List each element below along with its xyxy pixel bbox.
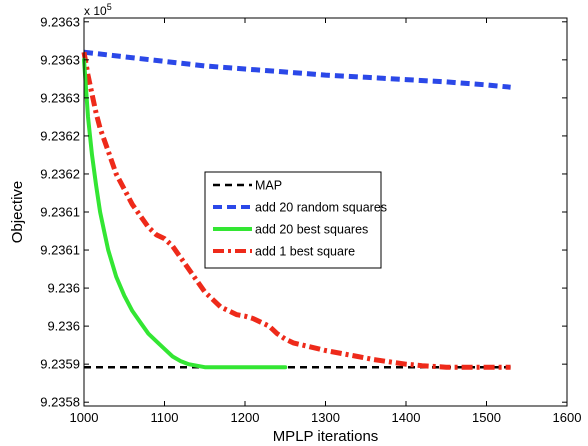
series-line-1 <box>83 49 511 90</box>
x-tick-label: 1100 <box>151 410 179 425</box>
y-tick-label: 9.2363 <box>40 90 80 105</box>
y-tick-label: 9.2361 <box>40 243 80 258</box>
x-axis-label: MPLP iterations <box>273 428 379 445</box>
y-tick-label: 9.236 <box>47 281 80 296</box>
y-tick-label: 9.2359 <box>40 357 80 372</box>
plot-lines <box>81 49 511 370</box>
legend-box <box>204 171 382 269</box>
y-tick-label: 9.2362 <box>40 166 80 181</box>
series-line-3 <box>81 51 511 370</box>
x-tick-label: 1400 <box>392 410 421 425</box>
y-axis-label: Objective <box>9 181 26 244</box>
legend-label-0: MAP <box>255 179 282 193</box>
x-tick-label: 1200 <box>231 410 260 425</box>
y-tick-label: 9.2358 <box>40 395 80 410</box>
x-tick-label: 1300 <box>311 410 340 425</box>
y-tick-label: 9.2361 <box>40 205 80 220</box>
y-tick-label: 9.2363 <box>40 52 80 67</box>
x-tick-label: 1600 <box>553 410 582 425</box>
y-axis-multiplier: x 105 <box>84 2 112 18</box>
y-tick-label: 9.2362 <box>40 128 80 143</box>
x-tick-label: 1000 <box>70 410 99 425</box>
legend: MAP add 20 random squares add 20 best squa… <box>204 171 387 269</box>
legend-label-3: add 1 best square <box>255 245 355 259</box>
series-line-2 <box>82 57 288 370</box>
axis-ticks <box>83 18 568 406</box>
y-tick-label: 9.2363 <box>40 14 80 29</box>
x-tick-label: 1500 <box>472 410 501 425</box>
legend-label-2: add 20 best squares <box>255 223 368 237</box>
legend-label-1: add 20 random squares <box>255 201 387 215</box>
y-tick-label: 9.236 <box>47 319 80 334</box>
axis-tick-labels: 1000 1100 1200 1300 1400 1500 1600 9.2358 9.2359… <box>40 14 581 425</box>
